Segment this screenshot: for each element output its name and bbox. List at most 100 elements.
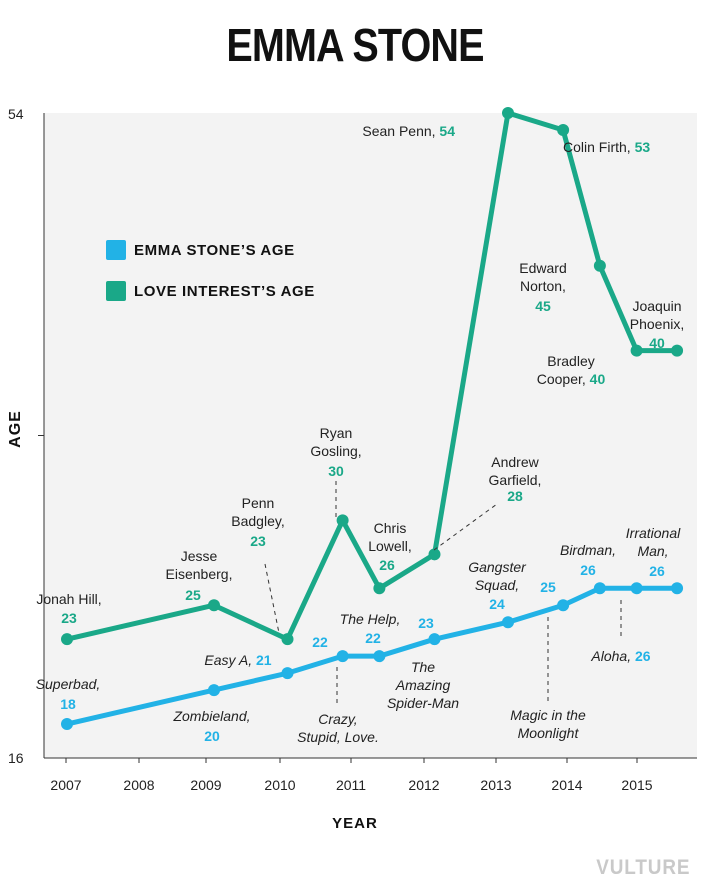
annotation-emma-text: Crazy, xyxy=(318,711,357,727)
annotation-love-text: Lowell, xyxy=(368,538,412,554)
data-point-love xyxy=(502,107,514,119)
annotation-love-value: 23 xyxy=(250,533,266,549)
annotation-emma-value: 21 xyxy=(256,652,272,668)
chart-title: EMMA STONE xyxy=(226,19,484,71)
annotation-emma-text: Moonlight xyxy=(518,725,580,741)
x-tick-label: 2010 xyxy=(264,777,295,793)
data-point-emma xyxy=(61,718,73,731)
annotation-love-text: Norton, xyxy=(520,278,566,294)
annotation-emma-text: Aloha, 26 xyxy=(590,648,650,664)
data-point-emma xyxy=(593,582,606,595)
annotation-emma-text: Amazing xyxy=(395,677,451,693)
x-tick-label: 2013 xyxy=(480,777,511,793)
annotation-emma-value: 18 xyxy=(60,696,76,712)
annotation-love-text: Jonah Hill, xyxy=(36,591,101,607)
annotation-emma-text: Squad, xyxy=(475,577,519,593)
legend-label-love: LOVE INTEREST’S AGE xyxy=(134,282,315,300)
annotation-emma-text: The xyxy=(411,659,435,675)
annotation-love-text: Joaquin xyxy=(632,298,681,314)
legend-swatch-emma xyxy=(106,240,126,260)
legend-item-emma: EMMA STONE’S AGE xyxy=(106,240,295,260)
annotation-love-text: Chris xyxy=(374,520,407,536)
annotation-love-text: Ryan xyxy=(320,425,353,441)
x-axis-label: YEAR xyxy=(332,815,378,832)
x-tick-label: 2014 xyxy=(551,777,582,793)
data-point-love xyxy=(593,259,606,272)
annotation-love-value: 53 xyxy=(635,139,651,155)
data-point-love xyxy=(336,514,349,527)
data-point-emma xyxy=(557,599,570,612)
annotation-emma-value: 22 xyxy=(365,630,381,646)
x-tick-label: 2007 xyxy=(50,777,81,793)
x-tick-label: 2015 xyxy=(621,777,652,793)
data-point-love xyxy=(630,344,643,357)
annotation-love-value: 40 xyxy=(649,335,665,351)
annotation-love-value: 26 xyxy=(379,557,395,573)
annotation-love-text: Jesse xyxy=(181,548,218,564)
annotation-emma-text: Easy A, 21 xyxy=(204,652,271,668)
data-point-emma xyxy=(671,582,684,595)
annotation-love-text: Andrew xyxy=(491,454,539,470)
y-tick-label-max: 54 xyxy=(8,106,24,122)
annotation-emma-text: Irrational xyxy=(626,525,681,541)
leader-line xyxy=(433,503,498,551)
annotation-emma-text: The Help, xyxy=(340,611,401,627)
annotation-love-text: Colin Firth, 53 xyxy=(563,139,650,155)
data-point-love xyxy=(208,599,220,612)
data-point-emma xyxy=(373,650,386,663)
legend-label-emma: EMMA STONE’S AGE xyxy=(134,241,295,259)
annotation-emma-text: Man, xyxy=(637,543,668,559)
annotation-love-text: Cooper, 40 xyxy=(537,371,606,387)
data-point-emma xyxy=(502,616,514,629)
annotation-emma-text: Gangster xyxy=(468,559,527,575)
annotation-love-text: Gosling, xyxy=(310,443,361,459)
data-point-love xyxy=(61,633,73,646)
annotation-emma-text: Magic in the xyxy=(510,707,586,723)
annotation-emma-value: 26 xyxy=(580,562,596,578)
annotation-love-text: Garfield, xyxy=(489,472,542,488)
data-point-emma xyxy=(208,684,220,697)
leader-line xyxy=(264,563,280,634)
annotation-love-text: Penn xyxy=(242,495,275,511)
annotation-emma-text: Birdman, xyxy=(560,542,616,558)
annotation-love-value: 28 xyxy=(507,488,523,504)
data-point-emma xyxy=(336,650,349,663)
vulture-logo: VULTURE xyxy=(596,856,691,879)
data-point-love xyxy=(671,344,684,357)
annotation-emma-value: 26 xyxy=(649,563,665,579)
annotation-love-value: 45 xyxy=(535,298,551,314)
annotation-love-value: 23 xyxy=(61,610,77,626)
annotation-love-value: 40 xyxy=(590,371,606,387)
data-point-emma xyxy=(428,633,441,646)
x-tick-label: 2008 xyxy=(123,777,154,793)
data-point-emma xyxy=(281,667,294,680)
data-point-love xyxy=(373,582,386,595)
annotation-emma-text: Spider-Man xyxy=(387,695,459,711)
annotation-love-text: Phoenix, xyxy=(630,316,684,332)
annotation-emma-value: 26 xyxy=(635,648,651,664)
x-tick-label: 2009 xyxy=(190,777,221,793)
x-tick-label: 2012 xyxy=(408,777,439,793)
data-point-love xyxy=(428,548,441,561)
annotation-emma-value: 23 xyxy=(418,615,434,631)
annotation-emma-value: 25 xyxy=(540,579,556,595)
annotation-emma-text: Stupid, Love. xyxy=(297,729,379,745)
annotation-love-value: 30 xyxy=(328,463,344,479)
data-point-love xyxy=(281,633,294,646)
data-point-love xyxy=(557,123,570,136)
annotation-emma-value: 24 xyxy=(489,596,505,612)
annotation-love-text: Eisenberg, xyxy=(166,566,233,582)
annotation-love-value: 25 xyxy=(185,587,201,603)
annotation-love-text: Bradley xyxy=(547,353,594,369)
data-point-emma xyxy=(630,582,643,595)
x-tick-label: 2011 xyxy=(336,777,366,793)
annotation-emma-text: Zombieland, xyxy=(172,708,250,724)
legend-item-love: LOVE INTEREST’S AGE xyxy=(106,281,315,301)
annotation-love-text: Badgley, xyxy=(231,513,284,529)
annotation-love-text: Edward xyxy=(519,260,566,276)
y-tick-label-min: 16 xyxy=(8,750,24,766)
annotation-emma-text: Superbad, xyxy=(36,676,101,692)
y-axis-label: AGE xyxy=(7,410,24,448)
annotation-love-value: 54 xyxy=(439,123,455,139)
